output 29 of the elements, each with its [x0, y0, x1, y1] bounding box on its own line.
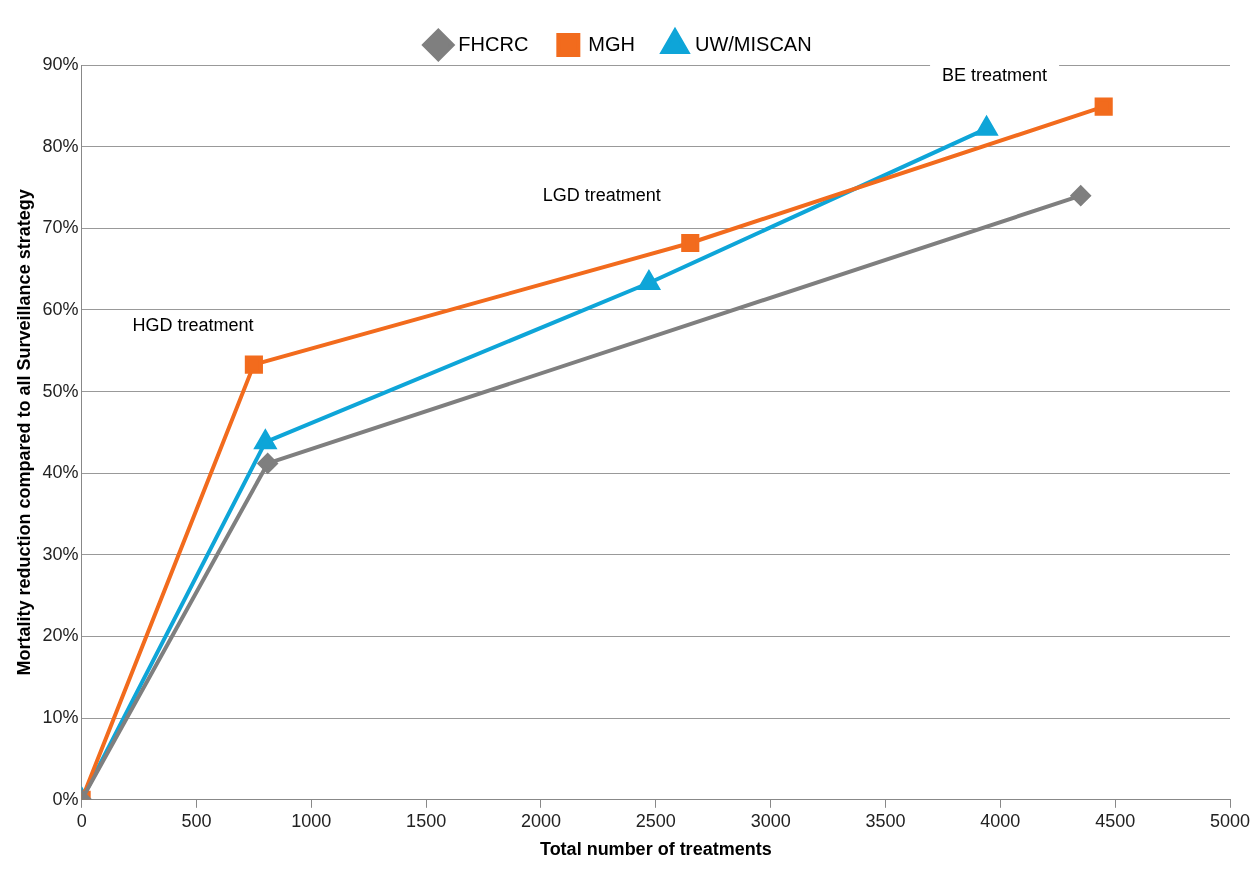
- y-tick-label: 70%: [42, 217, 79, 238]
- y-tick-label: 20%: [42, 625, 79, 646]
- y-tick-label: 60%: [42, 298, 79, 319]
- x-tick-label: 0: [76, 810, 87, 831]
- x-tick-label: 1000: [291, 810, 332, 831]
- legend-label: MGH: [588, 32, 636, 55]
- annotation: LGD treatment: [542, 184, 661, 205]
- x-tick-label: 500: [181, 810, 212, 831]
- x-tick-label: 4500: [1095, 810, 1136, 831]
- y-tick-label: 90%: [42, 53, 79, 74]
- annotation: BE treatment: [942, 64, 1048, 85]
- x-axis-title: Total number of treatments: [539, 839, 772, 860]
- x-tick-label: 3000: [750, 810, 791, 831]
- y-tick-label: 50%: [42, 380, 79, 401]
- x-tick-label: 1500: [406, 810, 447, 831]
- y-tick-label: 0%: [52, 788, 79, 809]
- x-tick-label: 3500: [865, 810, 906, 831]
- y-tick-label: 80%: [42, 135, 79, 156]
- x-tick-label: 2500: [635, 810, 676, 831]
- y-tick-label: 10%: [42, 707, 79, 728]
- x-tick-label: 4000: [980, 810, 1021, 831]
- y-tick-label: 40%: [42, 462, 79, 483]
- legend-label: FHCRC: [458, 32, 529, 55]
- annotation: HGD treatment: [132, 314, 254, 335]
- y-tick-label: 30%: [42, 543, 79, 564]
- legend-label: UW/MISCAN: [695, 32, 812, 55]
- x-tick-label: 5000: [1209, 810, 1251, 831]
- y-axis-title: Mortality reduction compared to all Surveillance strategy: [13, 189, 34, 676]
- x-tick-label: 2000: [520, 810, 561, 831]
